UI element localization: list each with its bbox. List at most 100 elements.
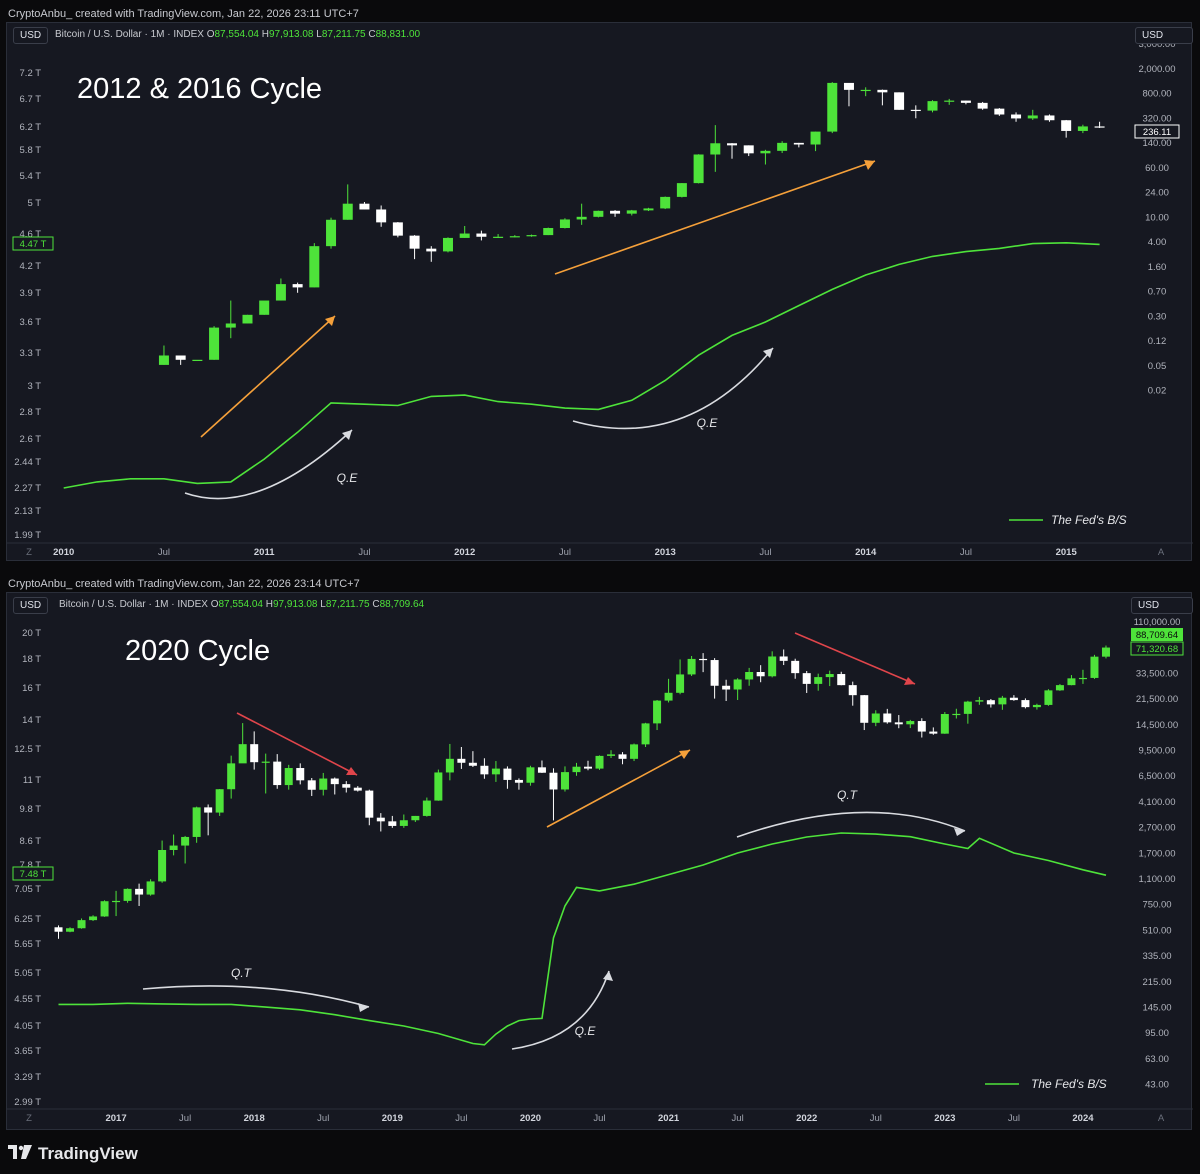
candle-body (215, 789, 224, 813)
candle-body (906, 721, 915, 725)
left-axis-tick-label: 5.8 T (20, 145, 42, 156)
left-axis-tick-label: 6.7 T (20, 94, 42, 105)
candle-body (1094, 126, 1105, 128)
right-axis-tick-label: 215.00 (1142, 977, 1171, 988)
left-axis-tick-label: 6.2 T (20, 122, 42, 133)
candle-body (994, 108, 1005, 115)
candle-body (699, 658, 708, 661)
right-axis-tick-label: 4,100.00 (1139, 797, 1176, 808)
left-axis-tick-label: 20 T (22, 628, 41, 639)
left-axis-tick-label: 2.44 T (14, 457, 41, 468)
candle-body (261, 761, 270, 763)
candle-body (779, 656, 788, 661)
symbol-legend[interactable]: Bitcoin / U.S. Dollar · 1M · INDEX O87,5… (59, 599, 424, 610)
candle-body (843, 82, 854, 90)
chart-panel-top[interactable]: 7.2 T 6.7 T 6.2 T 5.8 T 5.4 T 5 T 4.6 T 4.2 T 3.… (6, 22, 1193, 562)
right-axis-tick-label: 2,000.00 (1139, 64, 1176, 75)
ohlc-high: 97,913.08 (273, 599, 318, 610)
candle-body (643, 208, 654, 211)
right-axis-tick-label: 1,100.00 (1139, 874, 1176, 885)
left-axis-tick-label: 7.8 T (20, 860, 42, 871)
candle-body (319, 778, 328, 790)
candle-body (476, 233, 487, 237)
candle-body (593, 210, 604, 217)
candle-body (112, 900, 121, 903)
candle-body (802, 673, 811, 684)
trend-arrow (554, 160, 876, 275)
symbol-legend[interactable]: Bitcoin / U.S. Dollar · 1M · INDEX O87,5… (55, 29, 420, 40)
candle-body (825, 674, 834, 678)
left-current-value: 4.47 T (20, 239, 47, 250)
tradingview-footer[interactable]: TradingView (8, 1144, 138, 1164)
candle-body (89, 916, 98, 921)
currency-right-badge[interactable]: USD (1131, 597, 1193, 614)
right-axis-tick-label: 10.00 (1145, 212, 1169, 223)
candle-body (618, 754, 627, 759)
chart-canvas[interactable]: 20 T 18 T 16 T 14 T 12.5 T 11 T 9.8 T 8.6 T 7.8 … (7, 593, 1193, 1131)
left-axis-tick-label: 7.2 T (20, 68, 42, 79)
chart-panel-bottom[interactable]: 20 T 18 T 16 T 14 T 12.5 T 11 T 9.8 T 8.6 T 7.8 … (6, 592, 1193, 1131)
chart-title: 2020 Cycle (125, 635, 271, 667)
candle-body (307, 780, 316, 790)
candle-body (238, 744, 247, 764)
candle-body (100, 901, 109, 917)
currency-right-badge[interactable]: USD (1135, 27, 1193, 44)
right-countdown-value: 71,320.68 (1136, 644, 1178, 655)
candle-body (944, 100, 955, 102)
right-axis-tick-label: 1.60 (1148, 262, 1167, 273)
trend-arrow (142, 985, 370, 1008)
candle-body (827, 82, 838, 132)
candle-body (330, 778, 339, 785)
x-axis-tick-label: 2019 (382, 1113, 403, 1124)
candle-body (434, 772, 443, 801)
candle-body (376, 817, 385, 822)
x-axis-tick-label: Jul (358, 547, 370, 558)
candle-body (768, 656, 777, 677)
x-axis-tick-label: Jul (759, 547, 771, 558)
fed-balance-sheet-line (58, 832, 1107, 1046)
trend-arrow (200, 315, 336, 438)
candle-body (1078, 677, 1087, 680)
x-axis-tick-label: 2023 (934, 1113, 955, 1124)
candle-body (514, 779, 523, 783)
chart-canvas[interactable]: 7.2 T 6.7 T 6.2 T 5.8 T 5.4 T 5 T 4.6 T 4.2 T 3.… (7, 23, 1193, 562)
left-axis-tick-label: 4.6 T (20, 229, 42, 240)
trend-arrowhead (342, 430, 352, 440)
x-axis-tick-label: Jul (559, 547, 571, 558)
candle-body (169, 845, 178, 851)
candle-body (977, 102, 988, 109)
candle-body (292, 284, 303, 288)
left-current-value: 7.48 T (20, 869, 47, 880)
candle-body (727, 143, 738, 146)
candle-body (745, 672, 754, 680)
candle-body (526, 767, 535, 783)
currency-left-badge[interactable]: USD (13, 27, 49, 44)
currency-left-badge[interactable]: USD (13, 597, 49, 614)
left-axis-tick-label: 7.05 T (14, 884, 41, 895)
candle-body (664, 692, 673, 701)
left-axis-tick-label: 3.29 T (14, 1072, 41, 1083)
candle-body (392, 222, 403, 236)
left-axis-tick-label: 6.25 T (14, 914, 41, 925)
candle-body (607, 754, 616, 756)
right-axis-tick-label: 24.00 (1145, 188, 1169, 199)
candle-body (1021, 700, 1030, 708)
x-axis-tick-label: Jul (317, 1113, 329, 1124)
candle-body (733, 679, 742, 690)
candle-body (837, 674, 846, 686)
candle-body (559, 219, 570, 229)
candle-body (468, 762, 477, 766)
candle-body (135, 888, 144, 895)
trend-arrowhead (346, 767, 357, 775)
ohlc-open-label: O (210, 599, 219, 610)
right-axis-tick-label: 14,500.00 (1136, 720, 1178, 731)
x-axis-tick-label: 2024 (1072, 1113, 1094, 1124)
right-axis-tick-label: 140.00 (1142, 138, 1171, 149)
candle-body (1101, 647, 1110, 657)
left-axis-tick-label: 5 T (27, 198, 41, 209)
candle-body (204, 807, 213, 813)
right-axis-tick-label: 60.00 (1145, 163, 1169, 174)
candle-body (146, 881, 155, 895)
candle-body (793, 142, 804, 145)
auto-scale-icon: A (1158, 547, 1165, 558)
